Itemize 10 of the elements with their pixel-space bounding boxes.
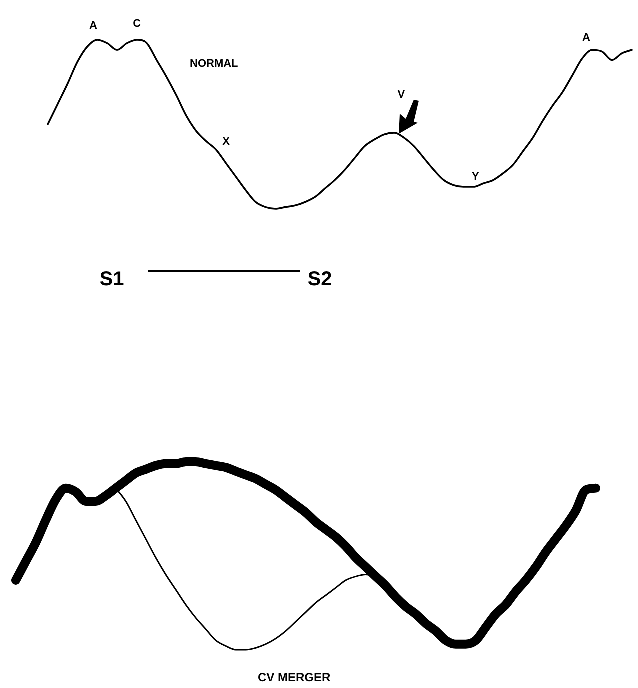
annotation: V [398,88,406,101]
text: S1 [100,268,124,291]
text: NORMAL [190,58,239,70]
annotation: A [582,32,590,44]
text: S2 [308,268,332,291]
annotation: Y [472,171,480,184]
text: CV MERGER [258,670,332,684]
text: A [90,20,98,32]
annotation: X [222,136,231,148]
text: C [133,18,142,30]
